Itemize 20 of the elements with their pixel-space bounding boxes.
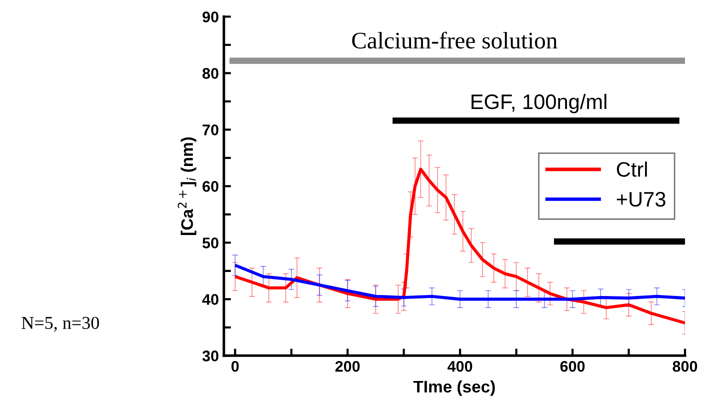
y-axis-title: [Ca$^{2+}$]$_{i}$ (nm) bbox=[178, 137, 196, 235]
x-tick-label: 600 bbox=[560, 360, 585, 372]
x-axis-title: TIme (sec) bbox=[413, 380, 495, 396]
annotation: EGF, 100ng/ml bbox=[472, 94, 606, 114]
annotation: Calcium-free solution bbox=[352, 32, 558, 49]
y-tick-label: 60 bbox=[202, 181, 218, 192]
x-tick-label: 400 bbox=[448, 360, 472, 372]
line-series bbox=[234, 264, 685, 301]
y-tick-label: 70 bbox=[202, 124, 218, 136]
legend-label: +U73 bbox=[616, 192, 666, 207]
x-tick-label: 800 bbox=[672, 360, 698, 372]
y-tick-label: 50 bbox=[202, 238, 218, 248]
y-tick-label: 90 bbox=[202, 12, 218, 22]
x-tick-label: 200 bbox=[335, 360, 360, 372]
legend-label: Ctrl bbox=[616, 162, 647, 177]
y-tick-label: 30 bbox=[202, 350, 218, 362]
y-tick-label: 40 bbox=[202, 294, 218, 305]
x-tick-label: 0 bbox=[231, 360, 239, 372]
text: N=5, n=30 bbox=[22, 316, 99, 332]
y-tick-label: 80 bbox=[202, 68, 218, 79]
